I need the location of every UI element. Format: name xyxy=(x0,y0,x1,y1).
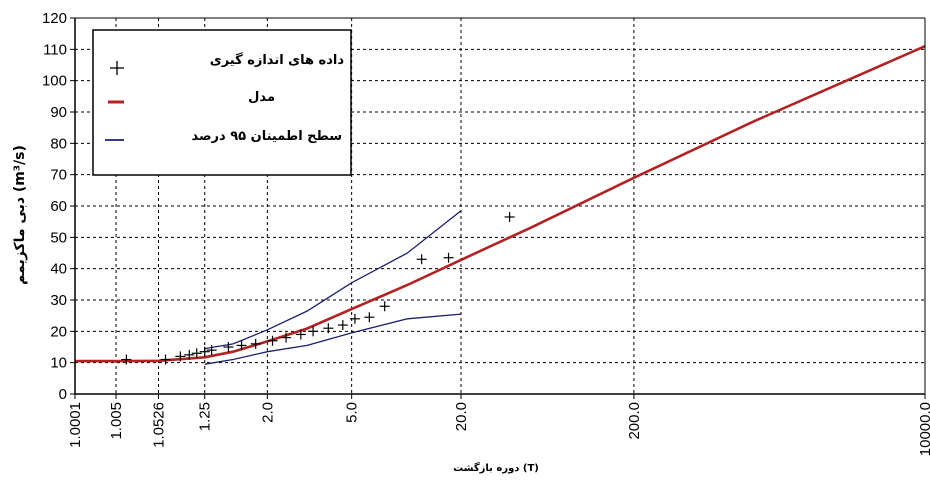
measured-point xyxy=(443,252,454,263)
legend-label-measured: داده های اندازه گیری xyxy=(210,52,345,68)
y-tick-label: 120 xyxy=(42,10,67,27)
y-axis-label: دبی ماکزیمم (m³/s) xyxy=(12,145,28,285)
y-tick-label: 0 xyxy=(59,386,67,403)
measured-point xyxy=(175,351,186,362)
y-tick-label: 20 xyxy=(50,323,67,340)
x-tick-label: 10000.0 xyxy=(917,402,930,456)
measured-point xyxy=(323,323,334,334)
grid xyxy=(75,18,925,394)
confidence-upper-line xyxy=(204,210,462,350)
y-tick-label: 110 xyxy=(43,41,67,58)
measured-point xyxy=(236,340,247,351)
legend-label-model: مدل xyxy=(248,90,275,105)
measured-point xyxy=(308,326,319,337)
measured-point xyxy=(295,329,306,340)
measured-point xyxy=(504,211,515,222)
measured-point xyxy=(223,342,234,352)
legend-item-measured: داده های اندازه گیری xyxy=(110,52,344,75)
measured-point xyxy=(250,338,261,349)
measured-point xyxy=(349,313,360,324)
measured-point xyxy=(191,348,202,359)
y-tick-label: 60 xyxy=(50,198,67,215)
measured-point xyxy=(337,320,348,331)
measured-point xyxy=(199,346,210,357)
y-tick-label: 70 xyxy=(50,167,67,184)
measured-point xyxy=(121,354,132,365)
measured-point xyxy=(206,345,217,356)
y-tick-label: 10 xyxy=(50,355,67,372)
measured-point xyxy=(379,301,390,312)
legend-box xyxy=(92,29,352,176)
legend-label-confidence: سطح اطمینان ۹۵ درصد xyxy=(191,129,342,144)
legend-item-confidence: سطح اطمینان ۹۵ درصد xyxy=(105,129,342,144)
measured-point xyxy=(281,332,292,343)
legend-item-model: مدل xyxy=(108,90,275,105)
x-tick-label: 200.0 xyxy=(626,402,643,440)
y-tick-label: 50 xyxy=(50,229,67,246)
x-tick-label: 1.25 xyxy=(197,402,214,431)
measured-point xyxy=(184,349,195,360)
legend: داده های اندازه گیری مدل سطح اطمینان ۹۵ … xyxy=(92,29,352,176)
measured-point xyxy=(160,354,171,365)
y-tick-label: 80 xyxy=(50,135,67,152)
y-tick-label: 90 xyxy=(50,104,67,121)
axes xyxy=(70,17,926,399)
series-layer xyxy=(75,45,926,365)
x-tick-label: 2.0 xyxy=(259,402,276,423)
measured-point xyxy=(364,312,375,323)
y-tick-label: 30 xyxy=(50,292,67,309)
y-tick-label: 40 xyxy=(50,261,67,278)
model-line xyxy=(75,45,926,363)
measured-point xyxy=(416,254,427,265)
confidence-lower-line xyxy=(204,313,462,365)
y-tick-label: 100 xyxy=(42,73,67,90)
x-tick-label: 1.005 xyxy=(108,402,125,440)
x-tick-label: 20.0 xyxy=(453,402,470,431)
x-axis-label: دوره بازگشت (T) xyxy=(453,461,539,474)
x-tick-label: 1.0526 xyxy=(151,402,168,448)
measured-point xyxy=(267,335,278,346)
x-tick-label: 5.0 xyxy=(344,402,361,423)
x-tick-label: 1.0001 xyxy=(67,402,84,448)
tick-labels: 0 10 20 30 40 50 60 70 80 90 100 110 120 1.0001 1.005 1… xyxy=(42,10,930,456)
